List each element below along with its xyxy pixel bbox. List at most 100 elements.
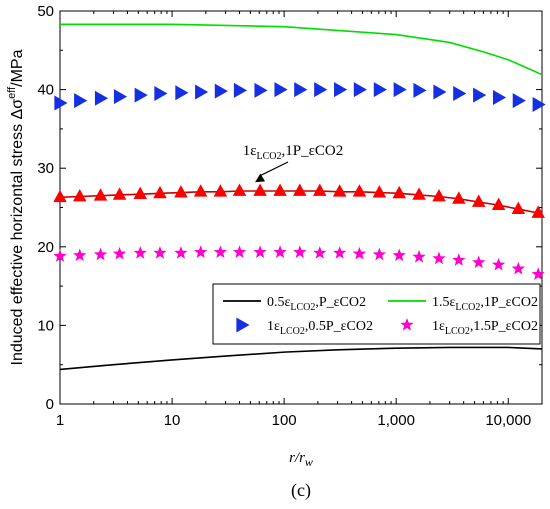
data-point [93,247,108,261]
data-point [471,194,486,207]
data-point [352,246,367,260]
y-tick-label: 10 [37,317,54,334]
data-point [214,83,228,99]
data-point [195,84,209,100]
data-point [512,93,526,109]
data-point [531,267,545,280]
data-point [133,186,147,200]
legend-label: 1εLCO2,1.5P_εCO2 [432,319,538,337]
data-point [314,82,328,98]
data-point [372,185,387,198]
series-layer [53,23,546,371]
legend-swatch [236,317,250,333]
data-point [353,82,367,98]
data-point [294,82,308,98]
legend-label: 1.5εLCO2,1P_εCO2 [432,295,538,313]
data-point [194,245,208,258]
data-point [472,255,486,269]
data-point [174,246,188,259]
data-point [53,249,67,262]
plot-frame [59,10,543,405]
data-point [452,191,466,204]
data-point [93,188,108,201]
y-tick-label: 40 [37,82,54,99]
series-2 [60,23,543,76]
series-3 [54,82,546,113]
data-point [332,184,347,197]
data-point [432,188,446,202]
data-point [433,84,447,100]
data-point [232,183,247,196]
y-tick-label: 30 [37,160,54,177]
legend: 0.5εLCO2,P_εCO2 1.5εLCO2,1P_εCO2 1εLCO2,0.… [212,283,541,345]
data-point [72,188,87,202]
data-point [154,86,168,102]
series-line [60,23,543,76]
data-point [453,86,467,102]
data-point [393,82,407,98]
data-point [313,246,327,259]
data-point [531,205,545,218]
data-point [352,184,367,197]
data-point [174,185,188,198]
axis-layer: 0 10 20 30 40 50 1 10 100 1,000 10,000 [37,3,543,429]
x-tick-label: 10,000 [485,412,531,429]
data-point [175,85,189,101]
data-point [113,89,128,105]
data-point [372,247,387,261]
y-tick-label: 50 [37,3,54,20]
data-point [313,183,327,196]
y-axis-title: Induced effective horizontal stress Δσef… [6,49,26,365]
data-point [412,187,426,200]
data-point [452,253,466,266]
data-point [511,201,526,214]
data-point [413,82,427,98]
x-tick-label: 10 [164,412,181,429]
x-tick-label: 1,000 [377,412,415,429]
y-tick-label: 0 [46,396,54,413]
legend-box [212,283,541,345]
series-5 [53,183,545,218]
data-point [133,246,147,259]
data-point [253,183,267,196]
data-point [213,184,228,197]
data-point [392,185,407,199]
data-point [432,251,446,265]
data-point [232,245,247,258]
y-axis-label: Induced effective horizontal stress Δσef… [6,49,26,365]
annotation: 1εLCO2,1P_εCO2 [243,143,343,183]
x-tick-label: 100 [272,412,297,429]
data-point [412,250,426,263]
data-point [491,257,506,271]
data-point [373,82,387,98]
data-point [112,187,127,200]
data-point [112,246,127,260]
data-point [392,248,406,262]
data-point [134,87,148,103]
data-point [233,82,248,98]
annotation-arrow-line [258,161,289,177]
panel-label: (c) [291,480,311,501]
x-axis-title: r/rw [289,450,313,469]
data-point [213,245,228,258]
data-point [293,245,307,258]
data-point [491,197,506,211]
data-point [334,82,348,98]
series-line [59,346,543,371]
data-point [274,82,288,98]
legend-swatch [400,318,414,331]
data-point [53,189,67,203]
series-4 [53,245,545,280]
data-point [532,97,546,113]
plot-area: 0 10 20 30 40 50 1 10 100 1,000 10,000 [37,3,546,429]
data-point [54,95,68,111]
data-point [153,246,167,259]
data-point [492,89,507,105]
data-point [293,183,307,196]
data-point [273,245,287,258]
data-point [333,246,347,259]
x-axis-label: r/rw [289,450,313,469]
legend-label: 1εLCO2,0.5P_εCO2 [267,319,373,337]
series-1 [59,346,543,371]
